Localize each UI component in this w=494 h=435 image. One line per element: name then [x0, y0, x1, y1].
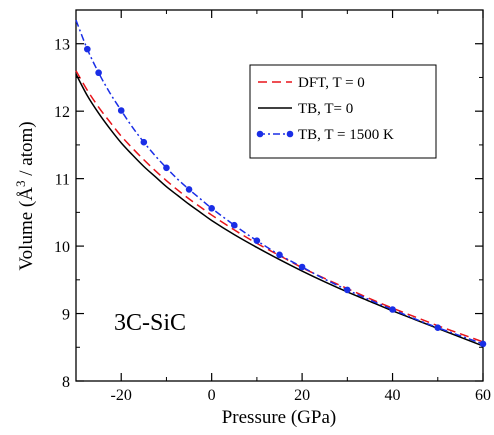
y-tick-label: 13 [54, 37, 70, 54]
data-point [208, 205, 215, 212]
x-tick-label: 0 [208, 387, 216, 404]
data-point [389, 306, 396, 313]
x-tick-label: 20 [294, 387, 310, 404]
y-tick-label: 9 [62, 307, 70, 324]
ticks-layer: -20 0 20 40 60 8 9 10 11 12 13 [54, 10, 491, 404]
data-point [84, 45, 91, 53]
data-point [95, 69, 102, 77]
x-tick-label: 60 [475, 387, 491, 404]
series-layer [75, 19, 487, 348]
x-axis-title: Pressure (GPa) [222, 407, 337, 428]
y-axis-title: Volume (Å3 / atom) [13, 121, 37, 270]
legend-marker [256, 130, 264, 138]
data-point [230, 221, 238, 229]
plot-frame [75, 9, 484, 382]
data-point [163, 164, 170, 172]
legend: DFT, T = 0 TB, T= 0 TB, T = 1500 K [249, 64, 437, 159]
data-point [117, 107, 125, 114]
y-tick-label: 12 [54, 104, 70, 121]
data-point [434, 324, 442, 332]
y-tick-label: 10 [54, 239, 70, 256]
y-tick-label: 8 [62, 374, 70, 391]
material-annotation: 3C-SiC [114, 310, 186, 336]
data-point [253, 237, 261, 244]
legend-marker [286, 130, 294, 138]
legend-items: DFT, T = 0 TB, T= 0 TB, T = 1500 K [256, 75, 394, 143]
data-point [479, 340, 487, 348]
data-point [344, 286, 351, 294]
y-tick-label: 11 [55, 172, 70, 189]
data-point [298, 263, 306, 271]
x-tick-label: 40 [385, 387, 401, 404]
legend-label: DFT, T = 0 [298, 75, 365, 91]
legend-box [249, 64, 437, 159]
x-tick-label: -20 [111, 387, 132, 404]
series-line [75, 70, 484, 343]
legend-label: TB, T= 0 [298, 101, 353, 117]
data-point [276, 251, 283, 259]
data-point [185, 186, 193, 193]
legend-label: TB, T = 1500 K [298, 127, 394, 143]
data-point [140, 138, 148, 146]
